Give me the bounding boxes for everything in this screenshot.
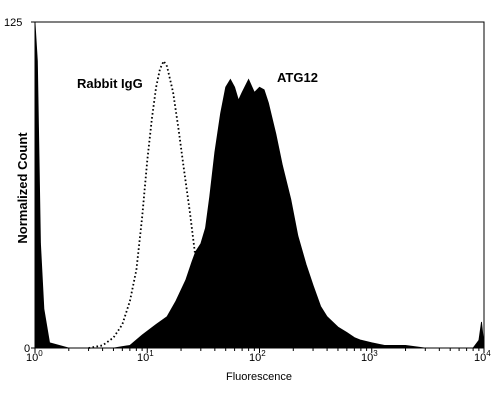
y-axis-ticks (31, 21, 35, 349)
y-axis-title: Normalized Count (15, 132, 30, 244)
y-tick-label-top: 125 (4, 17, 22, 29)
x-tick-label: 102 (249, 349, 266, 364)
x-axis-title: Fluorescence (226, 371, 292, 383)
annotation-rabbit-igg: Rabbit IgG (77, 76, 143, 91)
x-tick-label: 103 (361, 349, 378, 364)
x-tick-label: 104 (474, 349, 491, 364)
y-tick-label-zero: 0 (24, 343, 30, 355)
x-tick-label: 100 (26, 349, 43, 364)
series-rabbit-igg-line (88, 59, 207, 349)
series-atg12-area (34, 21, 485, 349)
annotation-atg12: ATG12 (277, 70, 318, 85)
x-axis-ticks (34, 348, 485, 353)
x-tick-label: 101 (137, 349, 154, 364)
